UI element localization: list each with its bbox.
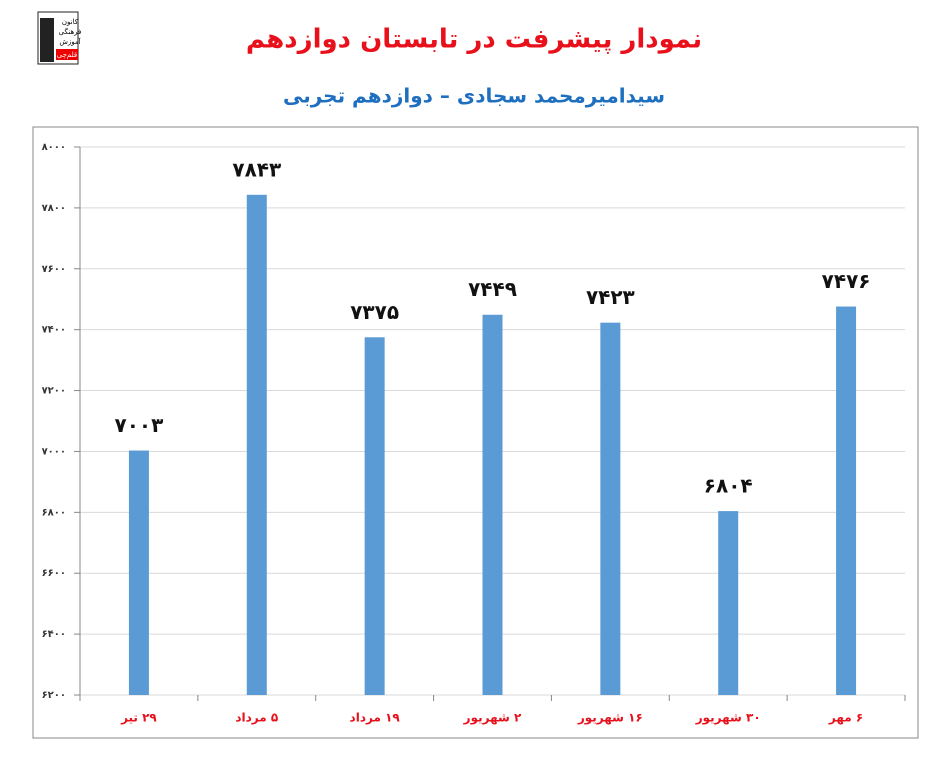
logo-text: قلم‌چی [57, 51, 77, 59]
y-tick-label: ۷۴۰۰ [42, 325, 66, 336]
logo-text: کانون [62, 18, 79, 26]
x-tick-label: ۲ شهریور [463, 711, 522, 726]
x-tick-label: ۳۰ شهریور [695, 711, 761, 726]
bar [482, 314, 503, 695]
bar [246, 194, 267, 695]
y-tick-label: ۶۶۰۰ [42, 568, 66, 579]
logo-text: آموزش [59, 37, 81, 46]
x-tick-label: ۱۹ مرداد [350, 711, 401, 725]
y-tick-label: ۶۴۰۰ [42, 629, 66, 640]
bar [836, 306, 857, 695]
bar [600, 322, 621, 695]
x-tick-label: ۱۶ شهریور [577, 711, 643, 726]
y-tick-label: ۷۸۰۰ [42, 203, 66, 214]
value-label: ۷۸۴۳ [232, 157, 281, 181]
bar [718, 511, 739, 695]
value-label: ۷۴۴۹ [468, 277, 517, 301]
y-tick-label: ۷۰۰۰ [42, 446, 66, 457]
x-tick-label: ۵ مرداد [235, 711, 278, 725]
y-tick-label: ۷۶۰۰ [42, 264, 66, 275]
bar [128, 450, 149, 695]
bar [364, 337, 385, 695]
chart-title: نمودار پیشرفت در تابستان دوازدهم [246, 25, 702, 55]
logo: کانون فرهنگی آموزش قلم‌چی [37, 11, 82, 65]
logo-badge [56, 49, 78, 60]
chart-frame [32, 126, 919, 739]
value-label: ۶۸۰۴ [704, 474, 753, 498]
y-tick-label: ۶۲۰۰ [42, 690, 66, 701]
logo-figure [40, 18, 54, 62]
value-label: ۷۴۷۶ [822, 269, 871, 293]
y-tick-label: ۸۰۰۰ [42, 142, 66, 153]
value-label: ۷۳۷۵ [350, 300, 399, 324]
chart-subtitle: سیدامیرمحمد سجادی – دوازدهم تجربی [283, 84, 665, 108]
logo-text: فرهنگی [59, 27, 82, 36]
x-tick-label: ۲۹ تیر [120, 711, 157, 725]
y-tick-label: ۶۸۰۰ [42, 507, 66, 518]
x-tick-label: ۶ مهر [828, 711, 863, 725]
value-label: ۷۴۲۳ [586, 285, 635, 309]
value-label: ۷۰۰۳ [115, 413, 164, 437]
y-tick-label: ۷۲۰۰ [42, 386, 66, 397]
